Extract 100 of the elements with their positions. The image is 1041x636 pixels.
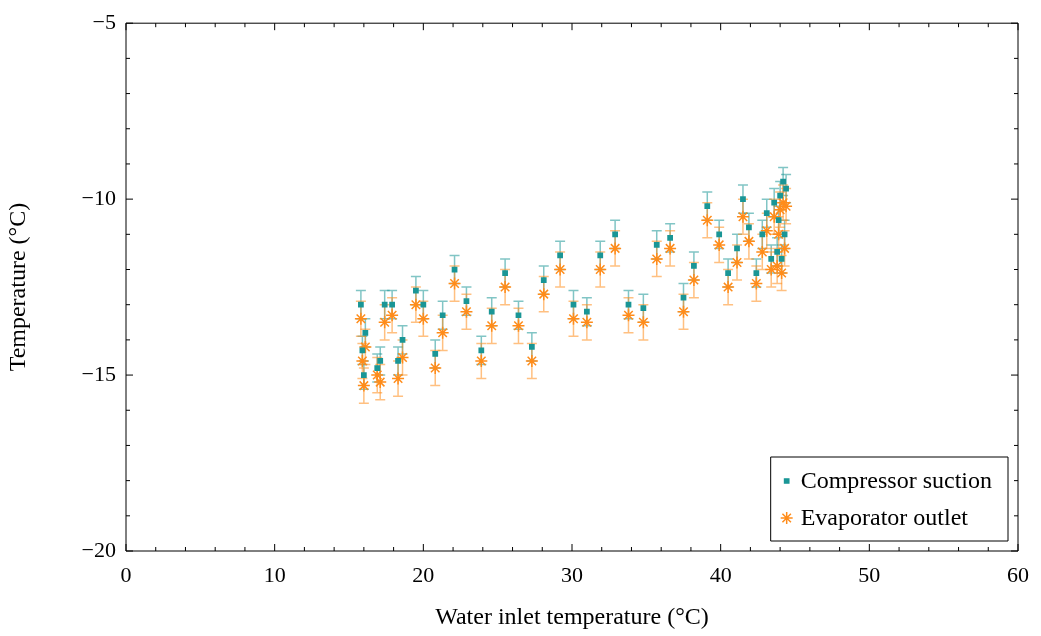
point xyxy=(358,301,364,308)
x-tick-label: 60 xyxy=(1007,561,1029,587)
point xyxy=(580,315,594,330)
point xyxy=(374,365,381,371)
point xyxy=(355,354,370,368)
point xyxy=(763,210,770,217)
point xyxy=(749,276,764,291)
point xyxy=(680,294,687,301)
point xyxy=(553,262,567,277)
x-tick-label: 10 xyxy=(263,561,286,587)
point xyxy=(540,277,547,283)
point xyxy=(780,178,786,185)
point xyxy=(502,270,508,276)
point xyxy=(774,249,781,255)
point xyxy=(362,329,369,336)
point xyxy=(649,252,664,266)
point xyxy=(478,347,485,354)
point xyxy=(537,287,551,301)
y-axis-title: Temperature (°C) xyxy=(3,202,30,372)
point xyxy=(474,354,489,368)
point xyxy=(377,315,392,330)
point xyxy=(420,301,427,308)
x-tick-label: 20 xyxy=(412,561,435,587)
point xyxy=(636,315,651,330)
point xyxy=(774,266,789,280)
point xyxy=(725,270,731,276)
legend-label: Evaporator outlet xyxy=(800,504,969,531)
point xyxy=(357,378,371,393)
point xyxy=(447,276,462,291)
point xyxy=(488,308,495,315)
point xyxy=(755,245,770,259)
point xyxy=(783,185,789,192)
point xyxy=(557,252,563,259)
point xyxy=(608,241,622,256)
point xyxy=(395,350,410,365)
point xyxy=(435,326,450,340)
point xyxy=(760,224,774,238)
point xyxy=(413,287,419,294)
x-tick-label: 40 xyxy=(709,561,732,587)
y-tick-label: −20 xyxy=(81,536,116,562)
point xyxy=(377,358,384,364)
point xyxy=(773,202,787,217)
point xyxy=(712,238,726,252)
x-tick-label: 30 xyxy=(561,561,583,587)
point xyxy=(625,301,632,308)
point xyxy=(459,304,474,319)
point xyxy=(358,340,373,354)
point xyxy=(777,192,784,199)
point xyxy=(528,344,535,350)
y-tick-label: −15 xyxy=(81,360,116,386)
point xyxy=(439,312,446,319)
point xyxy=(781,231,788,238)
point xyxy=(354,312,368,326)
point xyxy=(716,231,723,238)
point xyxy=(734,245,740,252)
point xyxy=(361,372,367,378)
point xyxy=(759,231,766,238)
point xyxy=(775,217,782,224)
point xyxy=(484,319,499,333)
point xyxy=(771,199,778,206)
point xyxy=(687,273,701,287)
point xyxy=(621,308,636,322)
point xyxy=(389,301,395,308)
point xyxy=(770,259,784,273)
point xyxy=(511,319,526,333)
point xyxy=(498,280,512,294)
point xyxy=(691,263,697,269)
point xyxy=(409,297,423,312)
point xyxy=(399,337,406,343)
x-tick-label: 50 xyxy=(858,561,881,587)
point xyxy=(753,270,760,276)
point xyxy=(395,358,401,364)
point xyxy=(721,280,735,294)
point xyxy=(736,209,750,224)
point xyxy=(385,308,399,322)
point xyxy=(663,241,677,256)
point xyxy=(463,298,470,305)
point xyxy=(768,256,775,262)
point xyxy=(566,312,581,326)
x-tick-label: 0 xyxy=(120,561,132,587)
point xyxy=(381,301,388,308)
point xyxy=(593,262,607,277)
legend-label: Compressor suction xyxy=(800,467,993,494)
point xyxy=(597,252,604,259)
point xyxy=(667,234,673,241)
point xyxy=(653,242,660,248)
point xyxy=(776,195,790,210)
x-axis-title: Water inlet temperature (°C) xyxy=(435,602,709,629)
point xyxy=(704,203,711,210)
point xyxy=(612,231,618,238)
point xyxy=(676,304,691,319)
point xyxy=(428,361,442,375)
y-tick-label: −5 xyxy=(92,8,116,34)
point xyxy=(570,301,577,308)
point xyxy=(391,371,405,386)
point xyxy=(515,312,522,319)
point xyxy=(584,308,590,315)
point xyxy=(700,213,715,227)
point xyxy=(778,256,785,262)
point xyxy=(432,351,439,357)
